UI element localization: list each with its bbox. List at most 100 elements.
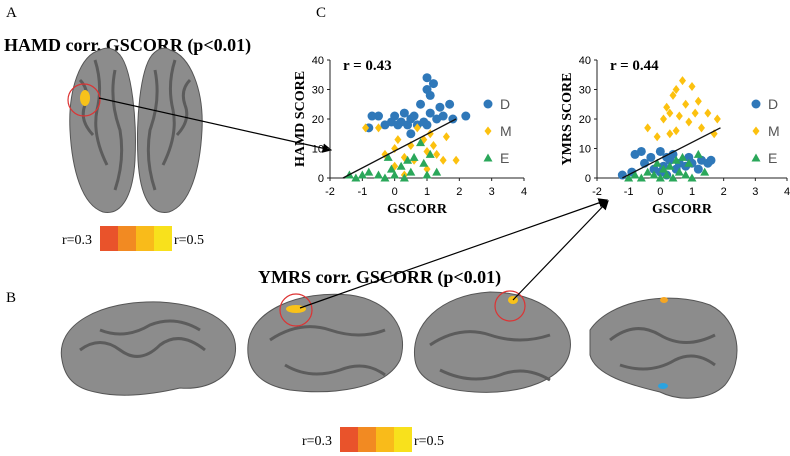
panel-title: YMRS corr. GSCORR (p<0.01) bbox=[258, 267, 501, 288]
point bbox=[662, 170, 672, 179]
point bbox=[416, 138, 426, 147]
point bbox=[636, 173, 646, 182]
arrow bbox=[512, 200, 609, 301]
legend-label: D bbox=[500, 96, 510, 112]
point bbox=[669, 90, 677, 100]
point bbox=[700, 167, 710, 176]
x-tick-label: -1 bbox=[624, 186, 634, 198]
point bbox=[630, 170, 640, 179]
point bbox=[425, 90, 435, 100]
point bbox=[386, 164, 396, 173]
point bbox=[439, 155, 447, 165]
point bbox=[665, 161, 675, 170]
colorbar-swatch bbox=[100, 226, 118, 251]
colorbar-label: r=0.3 bbox=[62, 233, 92, 248]
y-tick-label: 0 bbox=[585, 173, 591, 185]
trend-line bbox=[622, 127, 721, 179]
point bbox=[659, 164, 668, 173]
point bbox=[351, 173, 361, 182]
point bbox=[409, 152, 419, 161]
x-axis-title: GSCORR bbox=[387, 202, 448, 217]
point bbox=[416, 99, 426, 109]
x-tick-label: 4 bbox=[521, 186, 527, 198]
point bbox=[380, 173, 390, 182]
point bbox=[461, 111, 471, 121]
point bbox=[429, 141, 437, 151]
y-axis-title: HAMD SCORE bbox=[293, 71, 308, 167]
y-tick-label: 30 bbox=[312, 85, 324, 97]
point bbox=[362, 123, 370, 133]
legend-marker bbox=[752, 126, 760, 136]
point bbox=[672, 85, 680, 94]
point bbox=[679, 76, 686, 86]
point bbox=[364, 167, 374, 176]
point bbox=[390, 170, 400, 179]
point bbox=[668, 173, 678, 182]
y-tick-label: 10 bbox=[312, 144, 324, 156]
point bbox=[643, 167, 653, 176]
panel-title: HAMD corr. GSCORR (p<0.01) bbox=[4, 35, 251, 56]
panel-label: B bbox=[6, 290, 16, 306]
point bbox=[428, 79, 438, 89]
point bbox=[425, 108, 435, 118]
legend-marker bbox=[484, 126, 492, 136]
point bbox=[655, 146, 665, 156]
point bbox=[374, 111, 383, 121]
point bbox=[672, 126, 680, 136]
point bbox=[399, 173, 409, 182]
point bbox=[674, 167, 684, 176]
legend-label: E bbox=[500, 150, 509, 166]
point bbox=[390, 111, 400, 121]
point bbox=[644, 123, 652, 133]
legend-marker bbox=[751, 153, 761, 162]
point bbox=[422, 120, 432, 130]
point bbox=[403, 155, 413, 164]
point bbox=[413, 123, 421, 133]
legend-label: M bbox=[768, 123, 780, 139]
y-tick-label: 0 bbox=[318, 173, 324, 185]
y-tick-label: 20 bbox=[312, 114, 324, 126]
point bbox=[636, 146, 646, 156]
point bbox=[666, 129, 674, 139]
annotation: r = 0.44 bbox=[610, 58, 659, 74]
panel-label: C bbox=[316, 5, 326, 21]
y-tick-label: 30 bbox=[579, 85, 591, 97]
point bbox=[704, 108, 712, 118]
point bbox=[406, 129, 416, 139]
point bbox=[663, 102, 671, 112]
annotation: r = 0.43 bbox=[343, 58, 392, 74]
point bbox=[375, 123, 382, 133]
colorbar-swatch bbox=[376, 427, 394, 452]
point bbox=[694, 96, 702, 106]
colorbar-label: r=0.5 bbox=[174, 233, 204, 248]
point bbox=[445, 99, 455, 109]
x-tick-label: 1 bbox=[689, 186, 695, 198]
point bbox=[617, 170, 627, 180]
point bbox=[435, 102, 445, 112]
point bbox=[682, 99, 690, 109]
point bbox=[433, 149, 441, 159]
point bbox=[396, 161, 406, 170]
point bbox=[655, 173, 665, 182]
point bbox=[423, 164, 431, 174]
point bbox=[660, 114, 667, 124]
point bbox=[653, 132, 661, 142]
legend-marker bbox=[483, 153, 493, 162]
point bbox=[422, 73, 432, 83]
point bbox=[681, 170, 691, 179]
point bbox=[685, 117, 693, 127]
point bbox=[367, 111, 377, 121]
point bbox=[374, 170, 383, 179]
point bbox=[671, 155, 681, 164]
point bbox=[678, 152, 687, 161]
point bbox=[649, 170, 659, 179]
colorbar-swatch bbox=[340, 427, 358, 452]
panel-label: A bbox=[6, 5, 17, 21]
x-tick-label: -1 bbox=[357, 186, 367, 198]
colorbar-swatch bbox=[136, 226, 154, 251]
x-axis-title: GSCORR bbox=[652, 202, 713, 217]
legend-label: M bbox=[500, 123, 512, 139]
x-tick-label: 3 bbox=[489, 186, 495, 198]
colorbar-label: r=0.5 bbox=[414, 434, 444, 449]
x-tick-label: -2 bbox=[592, 186, 602, 198]
